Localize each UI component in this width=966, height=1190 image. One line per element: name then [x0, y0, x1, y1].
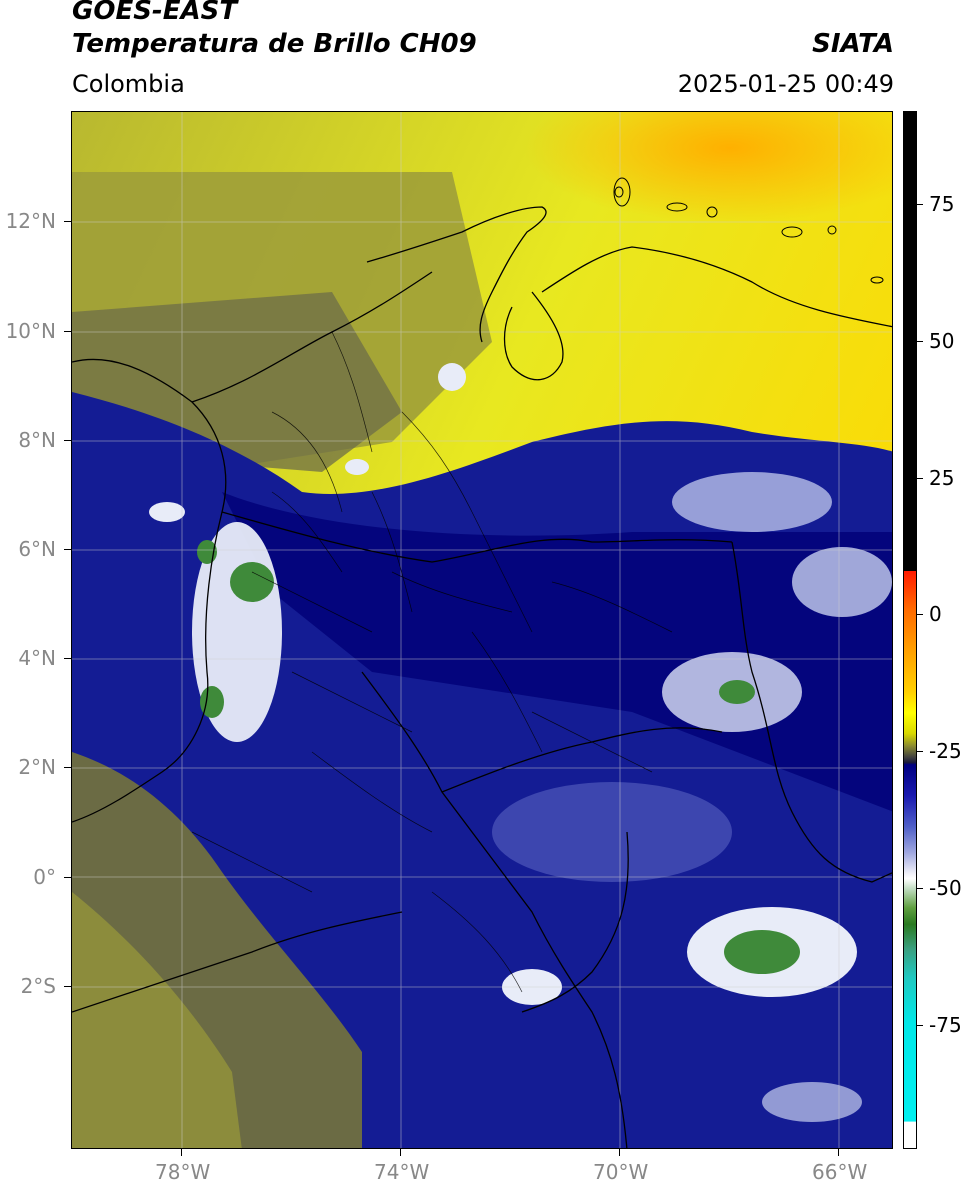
sw-warm-area	[72, 892, 242, 1148]
department-borders	[191, 331, 673, 993]
east-cloud-3	[672, 472, 832, 532]
lon-tick	[181, 1149, 182, 1156]
central-cloud	[492, 782, 732, 882]
colorbar-label: 25	[929, 466, 955, 490]
colorbar-tick	[917, 888, 923, 889]
colorbar-tick	[917, 1025, 923, 1026]
se-cloud	[762, 1082, 862, 1122]
storm-cell-small	[149, 502, 185, 522]
colorbar-tick	[917, 614, 923, 615]
north-cell	[438, 363, 466, 391]
lat-label: 12°N	[5, 209, 56, 233]
lat-tick	[64, 549, 71, 550]
lat-tick	[64, 440, 71, 441]
colorbar-tick	[917, 204, 923, 205]
lon-label: 66°W	[812, 1160, 868, 1184]
lon-tick	[619, 1149, 620, 1156]
east-core-1	[719, 680, 755, 704]
temperature-colorbar	[903, 111, 917, 1149]
storm-core-3	[200, 686, 224, 718]
lat-label: 10°N	[5, 319, 56, 343]
east-cloud-4	[792, 547, 892, 617]
product-title: Temperatura de Brillo CH09	[72, 29, 477, 59]
map-svg	[72, 112, 892, 1148]
datetime-label: 2025-01-25 00:49	[677, 70, 894, 98]
colorbar-label: 75	[929, 192, 955, 216]
islands	[613, 177, 884, 284]
lat-label: 2°S	[20, 974, 56, 998]
colorbar-tick	[917, 341, 923, 342]
lat-tick	[64, 767, 71, 768]
lat-label: 6°N	[18, 537, 56, 561]
colorbar-tick	[917, 751, 923, 752]
lat-tick	[64, 221, 71, 222]
region-subtitle: Colombia	[72, 70, 185, 98]
country-borders	[72, 206, 892, 1148]
east-core-2	[724, 930, 800, 974]
lon-label: 74°W	[374, 1160, 430, 1184]
storm-core-1	[230, 562, 274, 602]
lat-tick	[64, 877, 71, 878]
north-cell-2	[345, 459, 369, 475]
lat-tick	[64, 986, 71, 987]
lat-tick	[64, 331, 71, 332]
lat-label: 8°N	[18, 428, 56, 452]
lon-label: 70°W	[593, 1160, 649, 1184]
lat-label: 0°	[33, 865, 56, 889]
satellite-title: GOES-EAST	[72, 0, 238, 26]
colorbar-label: 50	[929, 329, 955, 353]
lat-label: 4°N	[18, 646, 56, 670]
lat-tick	[64, 658, 71, 659]
colorbar-label: -50	[929, 876, 962, 900]
colorbar-label: 0	[929, 602, 942, 626]
colorbar-label: -75	[929, 1013, 962, 1037]
agency-label: SIATA	[812, 29, 894, 59]
lon-label: 78°W	[155, 1160, 211, 1184]
lon-tick	[400, 1149, 401, 1156]
colorbar-label: -25	[929, 739, 962, 763]
satellite-map[interactable]	[71, 111, 893, 1149]
lon-tick	[838, 1149, 839, 1156]
colorbar-tick	[917, 478, 923, 479]
lat-label: 2°N	[18, 755, 56, 779]
